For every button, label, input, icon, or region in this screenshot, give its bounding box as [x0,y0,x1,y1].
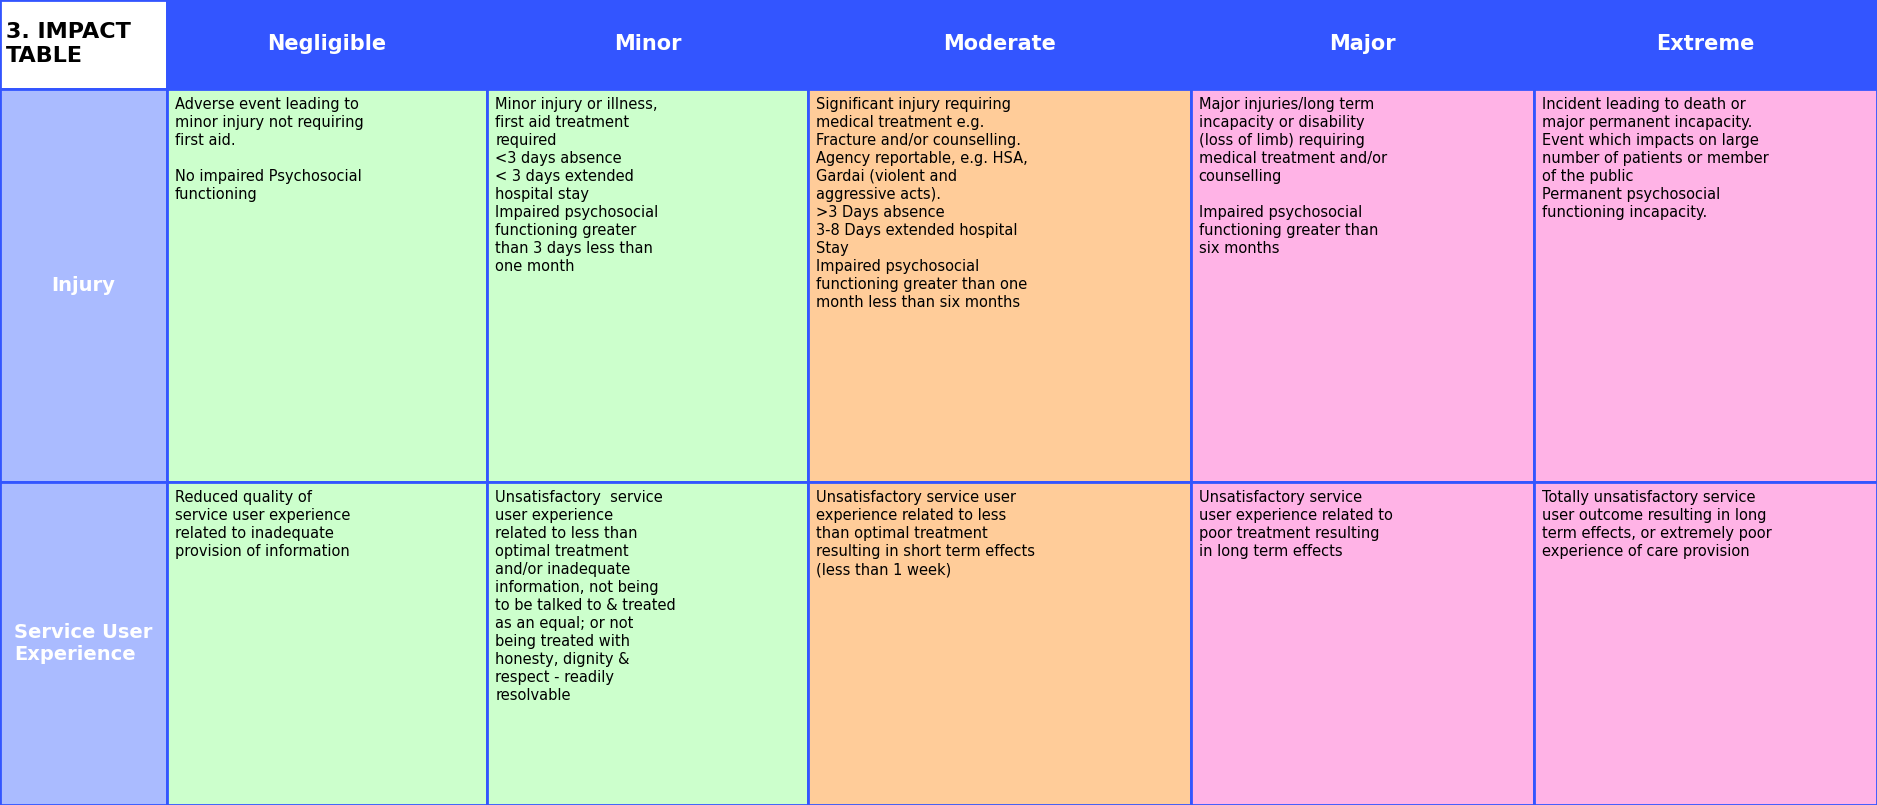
Text: Minor: Minor [614,35,681,55]
Text: Totally unsatisfactory service
user outcome resulting in long
term effects, or e: Totally unsatisfactory service user outc… [1541,490,1772,559]
Bar [807,482,1190,805]
Bar [0,482,167,805]
Text: Negligible: Negligible [267,35,387,55]
Text: Extreme: Extreme [1656,35,1755,55]
Text: Injury: Injury [51,276,114,295]
Bar [807,0,1190,89]
Bar [1190,89,1534,482]
Bar [1190,482,1534,805]
Text: Moderate: Moderate [942,35,1055,55]
Text: Adverse event leading to
minor injury not requiring
first aid.

No impaired Psyc: Adverse event leading to minor injury no… [175,97,364,202]
Text: Incident leading to death or
major permanent incapacity.
Event which impacts on : Incident leading to death or major perma… [1541,97,1768,220]
Text: Significant injury requiring
medical treatment e.g.
Fracture and/or counselling.: Significant injury requiring medical tre… [816,97,1029,310]
Bar [488,89,807,482]
Bar [167,482,488,805]
Bar [0,89,167,482]
Bar [488,482,807,805]
Text: Service User
Experience: Service User Experience [15,623,152,664]
Text: Unsatisfactory  service
user experience
related to less than
optimal treatment
a: Unsatisfactory service user experience r… [496,490,676,704]
Bar [488,0,807,89]
Text: Unsatisfactory service
user experience related to
poor treatment resulting
in lo: Unsatisfactory service user experience r… [1199,490,1393,559]
Bar [1190,0,1534,89]
Bar [1534,482,1877,805]
Bar [1534,89,1877,482]
Text: Minor injury or illness,
first aid treatment
required
<3 days absence
< 3 days e: Minor injury or illness, first aid treat… [496,97,659,274]
Text: Unsatisfactory service user
experience related to less
than optimal treatment
re: Unsatisfactory service user experience r… [816,490,1034,577]
Bar [0,0,167,89]
Bar [167,0,488,89]
Text: Major injuries/long term
incapacity or disability
(loss of limb) requiring
medic: Major injuries/long term incapacity or d… [1199,97,1387,256]
Text: 3. IMPACT
TABLE: 3. IMPACT TABLE [6,23,131,66]
Text: Major: Major [1329,35,1395,55]
Text: Reduced quality of
service user experience
related to inadequate
provision of in: Reduced quality of service user experien… [175,490,349,559]
Bar [167,89,488,482]
Bar [1534,0,1877,89]
Bar [807,89,1190,482]
